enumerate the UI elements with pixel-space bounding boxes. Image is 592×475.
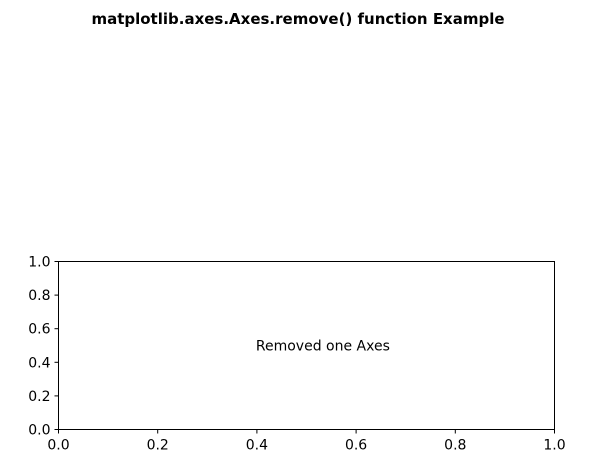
y-tick-label: 0.0 [28,423,50,439]
y-tick-label: 0.2 [28,389,50,405]
y-axis: 0.0 0.2 0.4 0.6 0.8 1.0 [28,255,59,439]
axes: 0.0 0.2 0.4 0.6 0.8 1.0 0.0 0.2 0.4 0.6 0.8 1.0 Re… [28,255,565,454]
y-tick-label: 1.0 [28,255,50,271]
x-tick-label: 0.0 [47,438,69,454]
annotation-text: Removed one Axes [256,339,390,355]
y-tick-label: 0.4 [28,355,50,371]
x-tick-label: 1.0 [543,438,565,454]
x-tick-label: 0.8 [444,438,466,454]
x-axis: 0.0 0.2 0.4 0.6 0.8 1.0 [47,429,566,454]
axes-frame [58,261,555,430]
y-tick-label: 0.8 [28,288,50,304]
y-tick-label: 0.6 [28,322,50,338]
x-tick-label: 0.4 [246,438,268,454]
figure-title: matplotlib.axes.Axes.remove() function E… [91,10,504,28]
annotations: Removed one Axes [256,339,390,355]
x-tick-label: 0.6 [345,438,367,454]
x-tick-label: 0.2 [147,438,169,454]
